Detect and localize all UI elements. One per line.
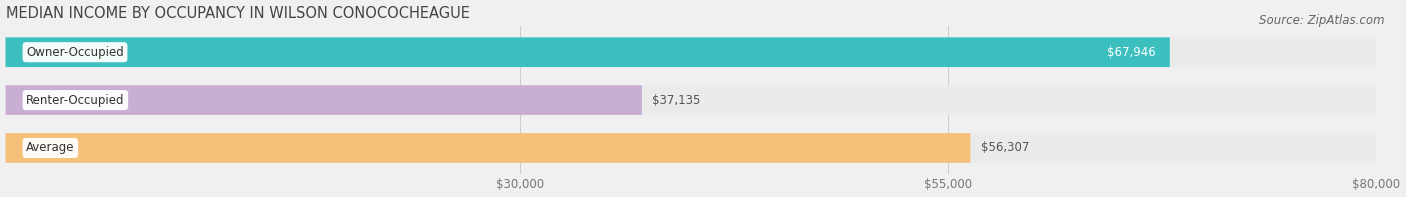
Text: $56,307: $56,307	[980, 141, 1029, 154]
Text: MEDIAN INCOME BY OCCUPANCY IN WILSON CONOCOCHEAGUE: MEDIAN INCOME BY OCCUPANCY IN WILSON CON…	[6, 6, 470, 20]
FancyBboxPatch shape	[6, 85, 1376, 115]
Text: $37,135: $37,135	[652, 94, 700, 107]
Text: Renter-Occupied: Renter-Occupied	[27, 94, 125, 107]
Text: $67,946: $67,946	[1108, 46, 1156, 59]
Text: Source: ZipAtlas.com: Source: ZipAtlas.com	[1260, 14, 1385, 27]
FancyBboxPatch shape	[6, 133, 1376, 163]
Text: Owner-Occupied: Owner-Occupied	[27, 46, 124, 59]
FancyBboxPatch shape	[6, 37, 1376, 67]
Text: Average: Average	[27, 141, 75, 154]
FancyBboxPatch shape	[6, 85, 643, 115]
FancyBboxPatch shape	[6, 133, 970, 163]
FancyBboxPatch shape	[6, 37, 1170, 67]
